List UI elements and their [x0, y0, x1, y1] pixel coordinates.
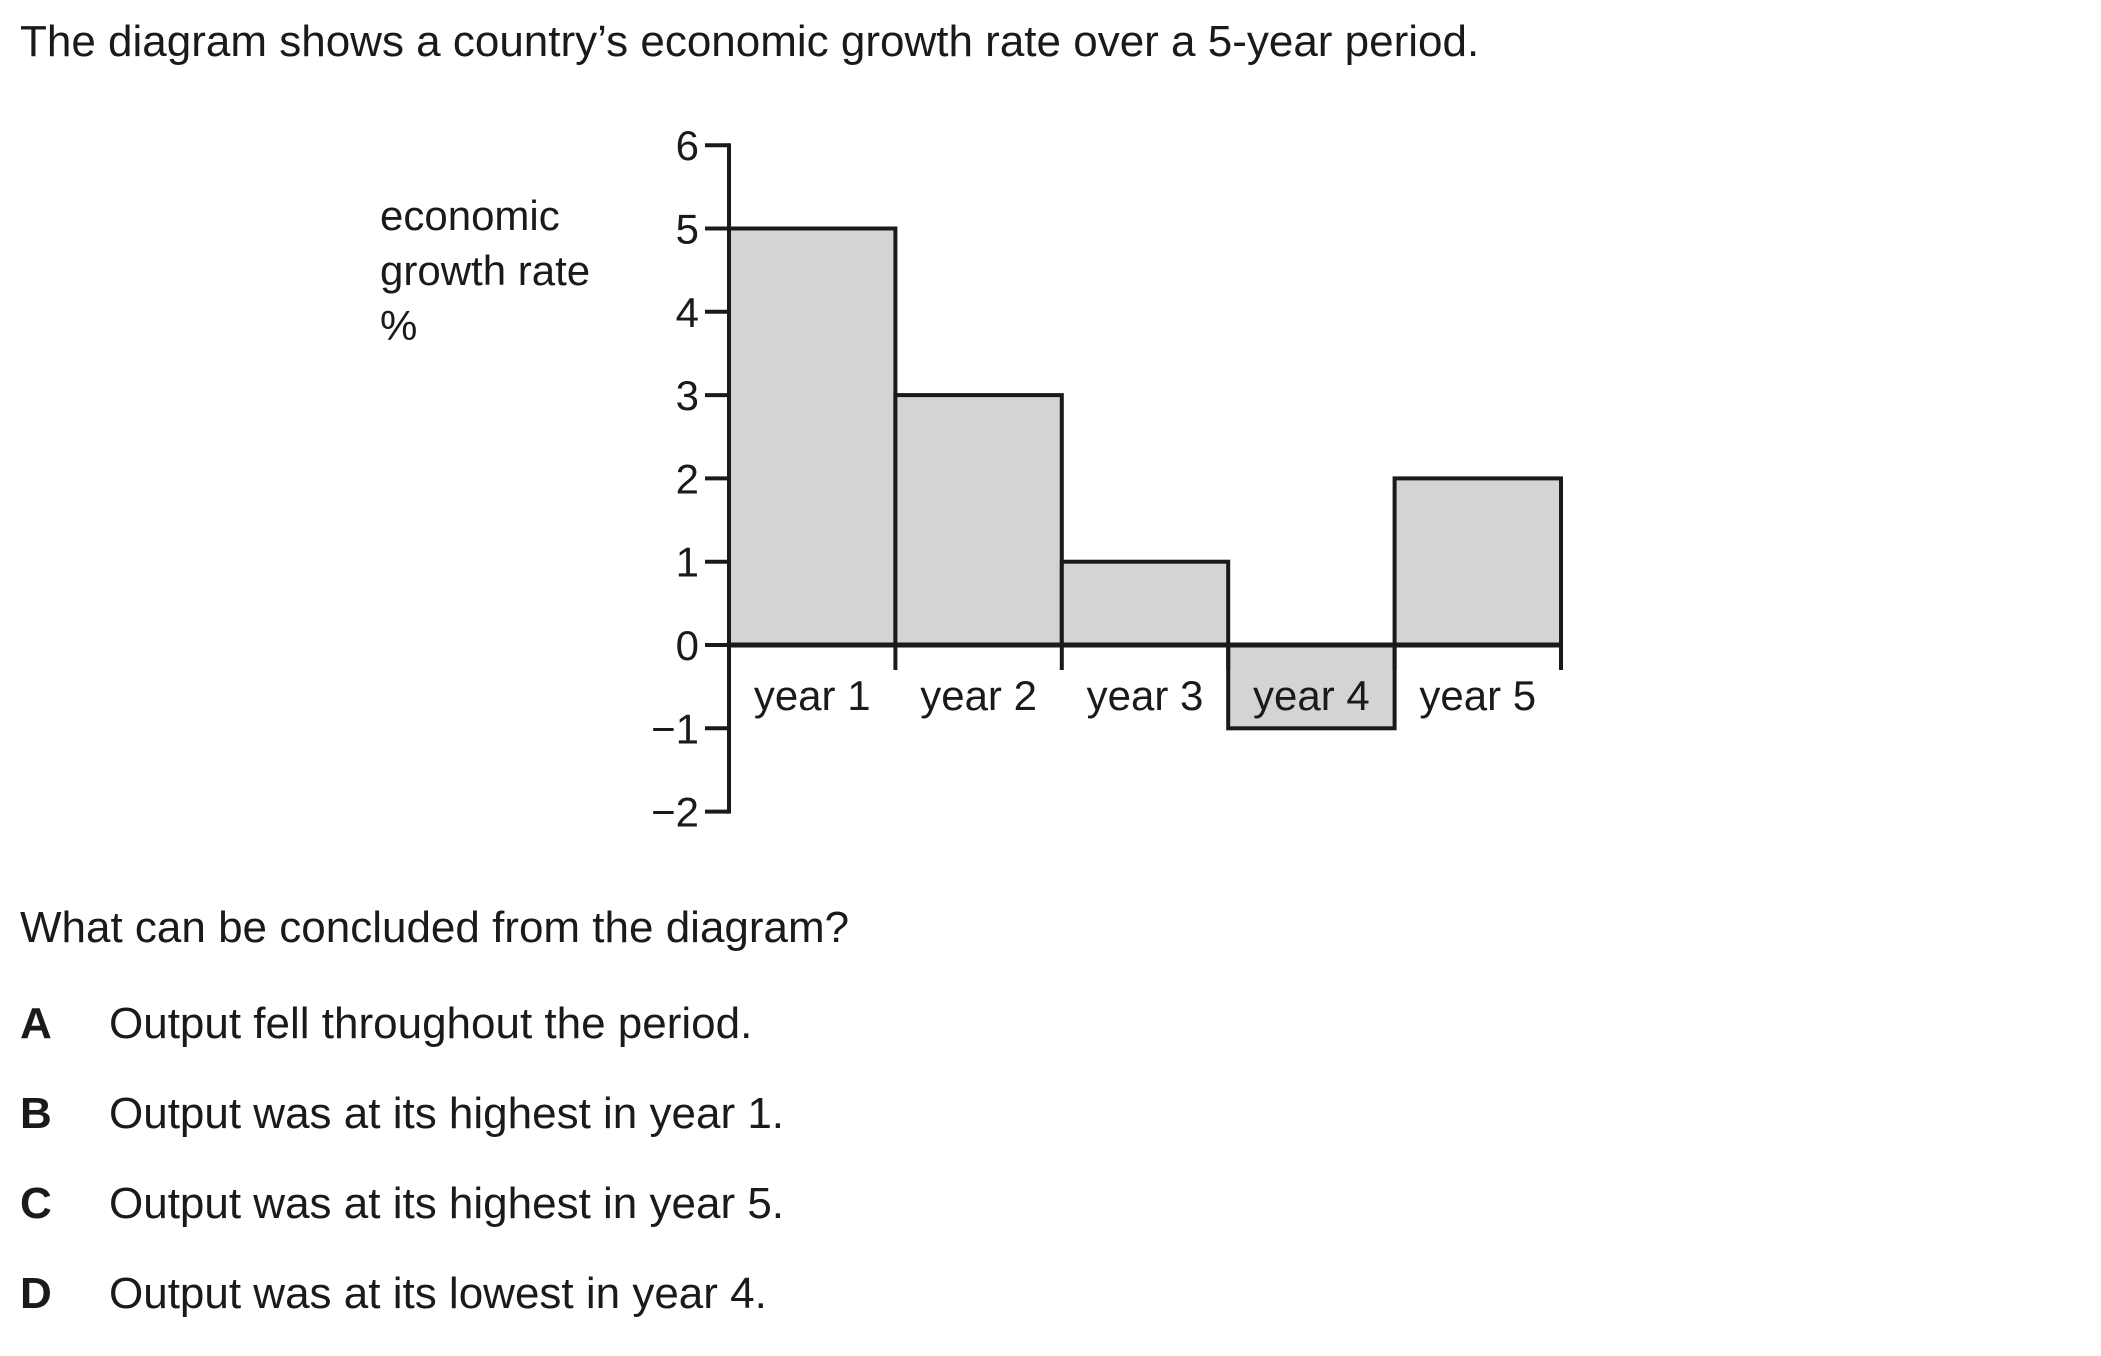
- y-tick-label: 6: [676, 122, 699, 169]
- axes-layer: 6 5 4 3 2 1 0 −1 −2 year 1 year 2 year 3 year 4 year …: [651, 122, 1563, 836]
- bars-layer: [727, 226, 1563, 731]
- x-tick-label: year 4: [1253, 672, 1370, 719]
- y-axis-label-line-1: economic: [380, 192, 560, 239]
- bar-year-5: [1392, 476, 1563, 647]
- option-letter: B: [20, 1089, 52, 1138]
- y-axis-label-line-2: growth rate: [380, 247, 590, 294]
- y-tick-label: 3: [676, 372, 699, 419]
- answer-options: A Output fell throughout the period. B Out…: [20, 996, 784, 1356]
- option-letter: C: [20, 1179, 52, 1228]
- y-tick-label: 5: [676, 206, 699, 253]
- bar-year-2: [893, 393, 1064, 647]
- y-tick-label: 2: [676, 455, 699, 502]
- option-text: Output was at its highest in year 1.: [109, 1089, 785, 1138]
- option-text: Output was at its highest in year 5.: [109, 1179, 785, 1228]
- question-text: What can be concluded from the diagram?: [20, 903, 850, 952]
- x-tick-label: year 5: [1419, 672, 1536, 719]
- y-tick-label: 4: [676, 289, 699, 336]
- growth-rate-bar-chart: economic growth rate % 6 5 4 3 2 1 0 −1 −2 year 1…: [380, 122, 1563, 836]
- x-tick-label: year 1: [754, 672, 871, 719]
- option-a[interactable]: A Output fell throughout the period.: [20, 996, 784, 1086]
- y-tick-label: 1: [676, 539, 699, 586]
- bar-year-1: [727, 226, 898, 647]
- y-tick-label: 0: [676, 622, 699, 669]
- bar-year-4: [1226, 643, 1397, 731]
- bar-year-3: [1059, 559, 1231, 648]
- y-axis-label-line-3: %: [380, 302, 417, 349]
- x-tick-label: year 2: [920, 672, 1037, 719]
- intro-text: The diagram shows a country’s economic g…: [20, 17, 1480, 66]
- option-text: Output was at its lowest in year 4.: [109, 1269, 767, 1318]
- option-b[interactable]: B Output was at its highest in year 1.: [20, 1086, 784, 1176]
- option-letter: D: [20, 1269, 52, 1318]
- option-letter: A: [20, 999, 52, 1048]
- x-tick-label: year 3: [1087, 672, 1204, 719]
- y-tick-label: −2: [651, 789, 699, 836]
- option-c[interactable]: C Output was at its highest in year 5.: [20, 1176, 784, 1266]
- y-tick-label: −1: [651, 705, 699, 752]
- option-d[interactable]: D Output was at its lowest in year 4.: [20, 1266, 784, 1356]
- option-text: Output fell throughout the period.: [109, 999, 753, 1048]
